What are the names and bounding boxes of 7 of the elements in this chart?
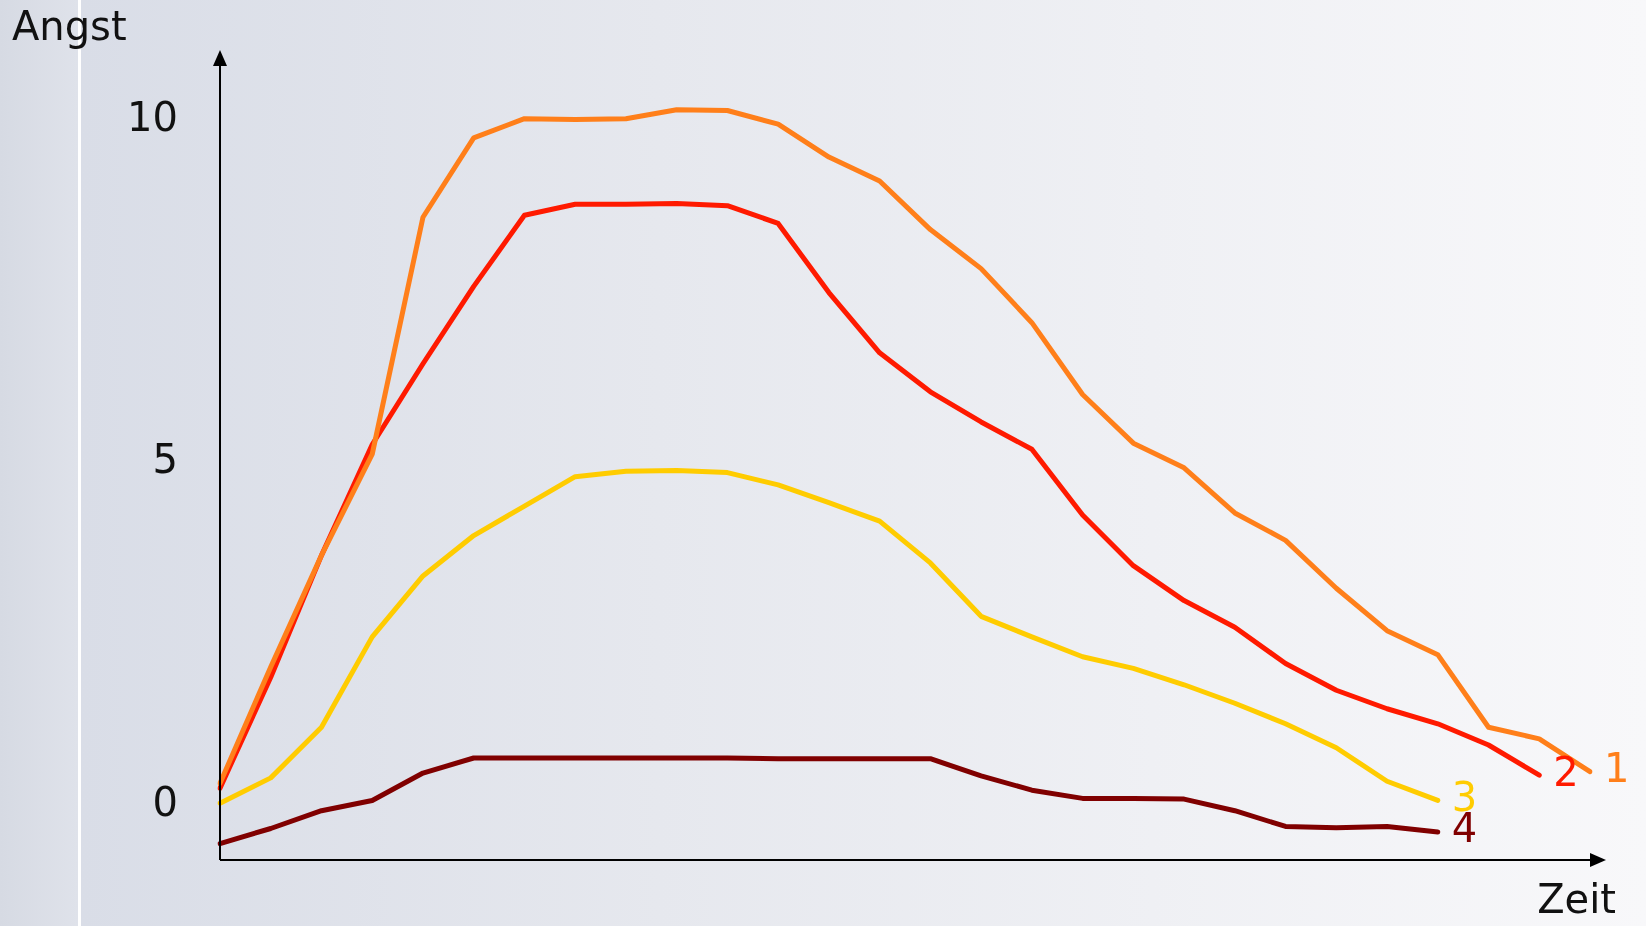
series-label: 2 [1553, 748, 1579, 795]
y-tick-label: 10 [127, 94, 178, 141]
x-axis-title: Zeit [1537, 876, 1616, 923]
y-tick-label: 0 [152, 778, 178, 825]
y-tick-label: 5 [152, 436, 178, 483]
series-label: 1 [1604, 745, 1630, 792]
y-axis-title: Angst [12, 3, 127, 50]
